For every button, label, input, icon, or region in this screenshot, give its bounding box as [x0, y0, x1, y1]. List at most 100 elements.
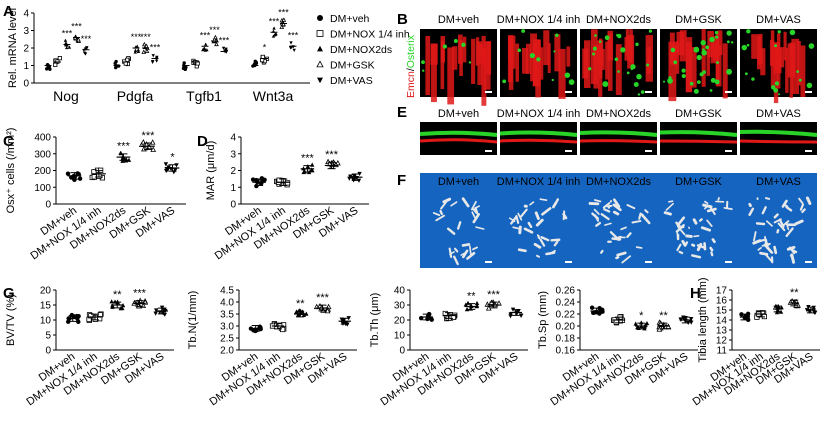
trabecula [461, 197, 470, 208]
osterix-signal [553, 50, 556, 53]
vessel-signal [797, 41, 801, 86]
trabecula [644, 209, 649, 214]
stain-label-osterix: Osterix [405, 34, 417, 68]
vessel-signal [481, 35, 486, 66]
data-point [162, 307, 167, 312]
trabecula [676, 243, 682, 252]
data-point [295, 312, 301, 317]
data-point [64, 41, 68, 45]
trabecula [604, 222, 612, 226]
y-axis-label: Tibia length (mm) [697, 277, 709, 362]
trabecula [541, 207, 552, 216]
trabecula [757, 246, 762, 251]
y-tick-label: 14 [716, 316, 728, 327]
y-tick-label: 4 [23, 9, 29, 20]
y-tick-label: 200 [34, 166, 51, 177]
osterix-signal [617, 70, 620, 73]
y-tick-label: 40 [394, 286, 406, 297]
osterix-signal [614, 57, 619, 61]
data-point [144, 48, 150, 54]
data-point [133, 50, 137, 54]
osterix-signal [774, 44, 778, 48]
data-point [474, 300, 480, 306]
trabecula [518, 225, 522, 235]
significance-label: *** [219, 36, 230, 46]
y-tick-label: 3 [230, 149, 236, 160]
osterix-signal [630, 67, 633, 71]
osterix-signal [521, 29, 526, 33]
y-tick-label: 2.0 [220, 346, 234, 357]
panel-label: G [3, 285, 15, 302]
vessel-signal [554, 34, 561, 72]
vessel-signal [716, 45, 722, 87]
vessel-signal [508, 37, 514, 90]
trabecular-bone-render [663, 197, 733, 259]
data-point [281, 21, 286, 27]
osterix-signal [730, 41, 734, 44]
vessel-signal [598, 38, 603, 79]
osterix-signal [808, 43, 815, 49]
y-tick-label: 1 [23, 61, 29, 72]
trabecula [761, 206, 767, 215]
trabecula [794, 219, 804, 226]
vessel-signal [425, 36, 431, 96]
trabecula [692, 218, 698, 225]
panel-e-group-label: DM+NOX 1/4 inh [497, 108, 580, 120]
trabecula [773, 218, 782, 224]
significance-label: ** [296, 298, 305, 310]
y-axis-label: MAR (μm/d) [205, 141, 217, 201]
y-tick-label: 10 [394, 331, 406, 342]
trabecula [709, 246, 714, 252]
osterix-signal [667, 78, 673, 84]
panel-label: C [3, 133, 14, 150]
data-point [141, 41, 147, 47]
vessel-signal [440, 40, 445, 90]
osterix-signal [709, 89, 713, 92]
legend-label: DM+NOX 1/4 inh [330, 29, 410, 41]
vessel-signal [717, 30, 723, 55]
vessel-signal [785, 47, 789, 93]
panel-f-microct: DM+veh DM+NOX 1/4 inh DM+NOX2ds DM+GSK DM+VA… [420, 173, 817, 268]
vessel-signal [522, 47, 528, 74]
vessel-signal [668, 41, 677, 102]
osterix-signal [770, 85, 776, 90]
y-tick-label: 13 [716, 326, 728, 337]
data-point [613, 319, 619, 325]
y-tick-label: 0.18 [556, 334, 576, 345]
data-point [63, 38, 68, 42]
data-point [689, 320, 694, 325]
panel-f-group-label: DM+VAS [756, 176, 801, 188]
vessel-signal [787, 43, 796, 78]
alizarin-label [659, 139, 738, 144]
data-point [47, 65, 52, 70]
data-point [57, 56, 62, 61]
data-point [182, 61, 186, 65]
y-tick-label: 20 [394, 316, 406, 327]
osterix-signal [715, 35, 719, 39]
trabecula [454, 247, 459, 253]
trabecula [533, 242, 542, 249]
data-point [153, 311, 158, 316]
data-point [589, 305, 595, 310]
osterix-signal [689, 81, 694, 86]
significance-label: *** [117, 141, 131, 153]
osterix-signal [616, 34, 619, 37]
trabecula [805, 196, 812, 205]
vessel-signal [776, 47, 785, 68]
micrograph-tile [740, 122, 817, 155]
y-tick-label: 3.5 [220, 310, 234, 321]
osterix-signal [536, 57, 541, 62]
trabecula [508, 217, 516, 223]
trabecula [600, 249, 604, 254]
osterix-signal [681, 68, 686, 73]
trabecula [626, 232, 632, 238]
vessel-signal [590, 29, 598, 85]
data-point [254, 183, 259, 189]
panel-label: D [197, 133, 208, 150]
osterix-signal [700, 40, 706, 46]
osterix-signal [648, 29, 653, 33]
panel-f-group-label: DM+veh [438, 176, 479, 188]
vessel-signal [566, 46, 571, 67]
alizarin-label [739, 139, 818, 144]
